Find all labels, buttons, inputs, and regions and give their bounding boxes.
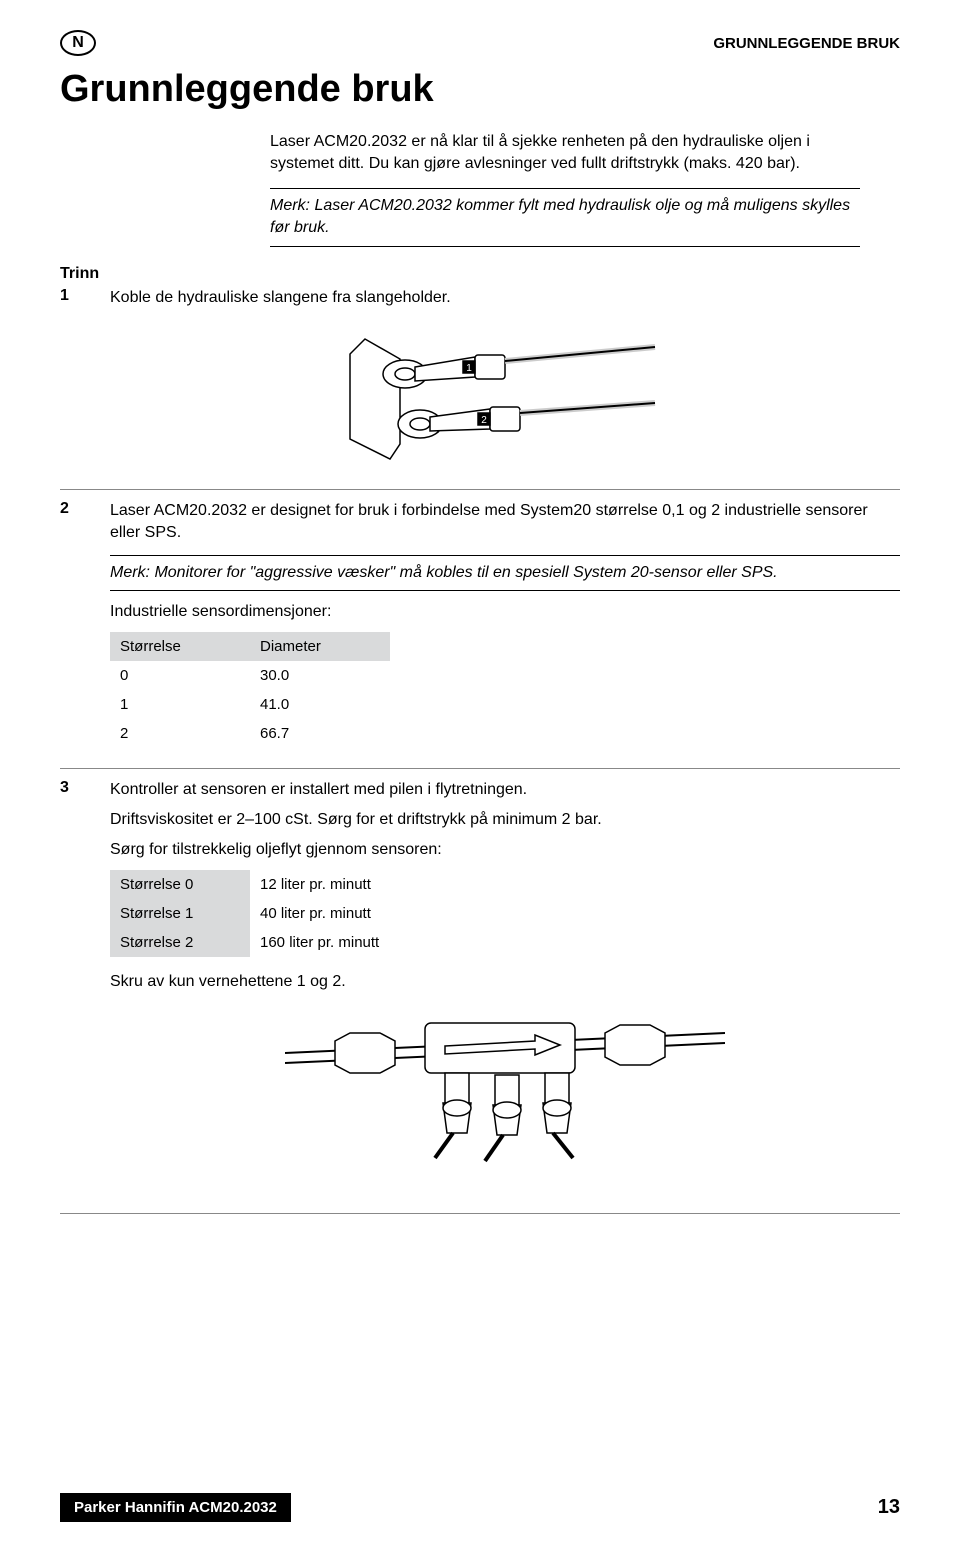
svg-text:1: 1 bbox=[466, 363, 472, 374]
dim-header-diameter: Diameter bbox=[250, 632, 390, 661]
section-header: GRUNNLEGGENDE BRUK bbox=[713, 35, 900, 52]
step-3-p3: Sørg for tilstrekkelig oljeflyt gjennom … bbox=[110, 839, 900, 861]
flow-cell: Størrelse 0 bbox=[110, 870, 250, 899]
step-2-note: Merk: Monitorer for "aggressive væsker" … bbox=[110, 555, 900, 591]
step-2-num: 2 bbox=[60, 500, 110, 518]
flow-cell: Størrelse 2 bbox=[110, 928, 250, 957]
step-3-p4: Skru av kun vernehettene 1 og 2. bbox=[110, 971, 900, 993]
intro-note: Merk: Laser ACM20.2032 kommer fylt med h… bbox=[270, 188, 860, 247]
step-1-num: 1 bbox=[60, 287, 110, 305]
step-1: 1 Koble de hydrauliske slangene fra slan… bbox=[60, 287, 900, 490]
footer: Parker Hannifin ACM20.2032 13 bbox=[60, 1493, 900, 1522]
step-3-num: 3 bbox=[60, 779, 110, 797]
footer-page-number: 13 bbox=[878, 1496, 900, 1519]
step-3-p2: Driftsviskositet er 2–100 cSt. Sørg for … bbox=[110, 809, 900, 831]
flow-table: Størrelse 0 12 liter pr. minutt Størrels… bbox=[110, 870, 450, 957]
flow-cell: 160 liter pr. minutt bbox=[250, 928, 450, 957]
dim-cell: 1 bbox=[110, 690, 250, 719]
step-3: 3 Kontroller at sensoren er installert m… bbox=[60, 779, 900, 1204]
dim-header-size: Størrelse bbox=[110, 632, 250, 661]
dim-cell: 30.0 bbox=[250, 661, 390, 690]
dim-cell: 0 bbox=[110, 661, 250, 690]
dim-cell: 66.7 bbox=[250, 719, 390, 748]
step-2-text: Laser ACM20.2032 er designet for bruk i … bbox=[110, 500, 900, 545]
page-title: Grunnleggende bruk bbox=[60, 68, 900, 111]
dim-cell: 41.0 bbox=[250, 690, 390, 719]
steps-label: Trinn bbox=[60, 265, 900, 283]
flow-cell: 40 liter pr. minutt bbox=[250, 899, 450, 928]
step-2: 2 Laser ACM20.2032 er designet for bruk … bbox=[60, 500, 900, 769]
sensor-illustration bbox=[285, 1003, 725, 1183]
footer-product: Parker Hannifin ACM20.2032 bbox=[60, 1493, 291, 1522]
intro-text: Laser ACM20.2032 er nå klar til å sjekke… bbox=[270, 131, 860, 176]
svg-text:2: 2 bbox=[481, 415, 487, 426]
step-2-dim-label: Industrielle sensordimensjoner: bbox=[110, 601, 900, 623]
language-badge: N bbox=[60, 30, 96, 56]
step-3-p1: Kontroller at sensoren er installert med… bbox=[110, 779, 900, 801]
flow-cell: Størrelse 1 bbox=[110, 899, 250, 928]
step-1-text: Koble de hydrauliske slangene fra slange… bbox=[110, 287, 900, 309]
hose-holder-illustration: 1 2 bbox=[345, 319, 665, 469]
dimensions-table: Størrelse Diameter 0 30.0 1 41.0 2 66.7 bbox=[110, 632, 390, 748]
flow-cell: 12 liter pr. minutt bbox=[250, 870, 450, 899]
dim-cell: 2 bbox=[110, 719, 250, 748]
